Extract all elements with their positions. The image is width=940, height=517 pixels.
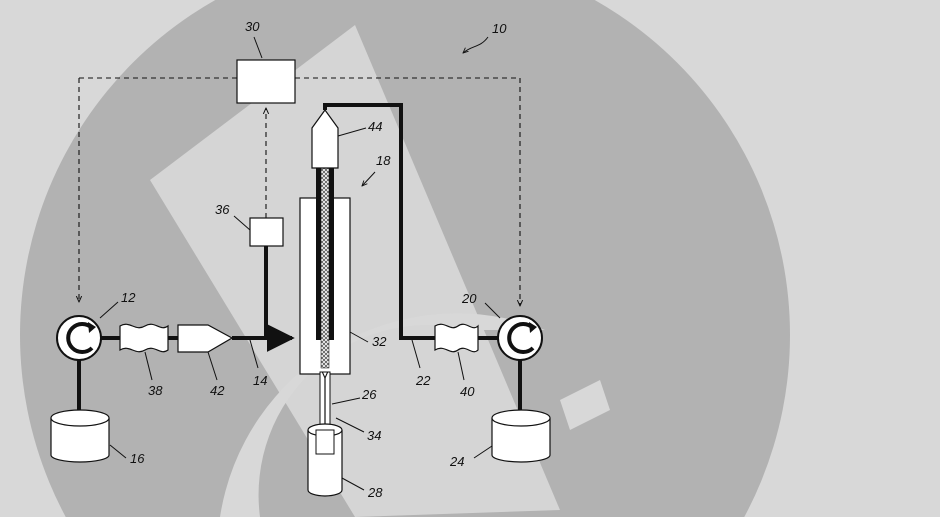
control-lines [79,77,520,306]
damper-left [119,323,169,353]
pump-left [56,315,102,361]
controller-box [236,59,296,104]
label-line-out: 22 [415,373,431,388]
pump-right [497,315,543,361]
watermark [20,0,790,517]
label-probe: 26 [361,387,377,402]
label-line-in: 14 [253,373,267,388]
mixer [177,324,234,353]
label-reservoir-right: 24 [449,454,464,469]
damper-right [434,323,479,353]
label-pump-right: 20 [461,291,477,306]
label-system: 10 [492,21,507,36]
column-tube [316,167,334,369]
nozzle [311,108,339,169]
label-sensor: 36 [215,202,230,217]
label-reservoir-left: 16 [130,451,145,466]
label-controller: 30 [245,19,260,34]
label-column: 18 [376,153,391,168]
reservoir-right [491,409,551,463]
label-damper-right: 40 [460,384,475,399]
label-vial: 28 [367,485,383,500]
sensor-box [249,217,284,247]
label-damper-left: 38 [148,383,163,398]
label-housing: 32 [372,334,387,349]
vial [307,423,343,497]
label-pump-left: 12 [121,290,136,305]
reservoir-left [50,409,110,463]
label-sample: 34 [367,428,381,443]
label-mixer: 42 [210,383,225,398]
label-nozzle: 44 [368,119,382,134]
